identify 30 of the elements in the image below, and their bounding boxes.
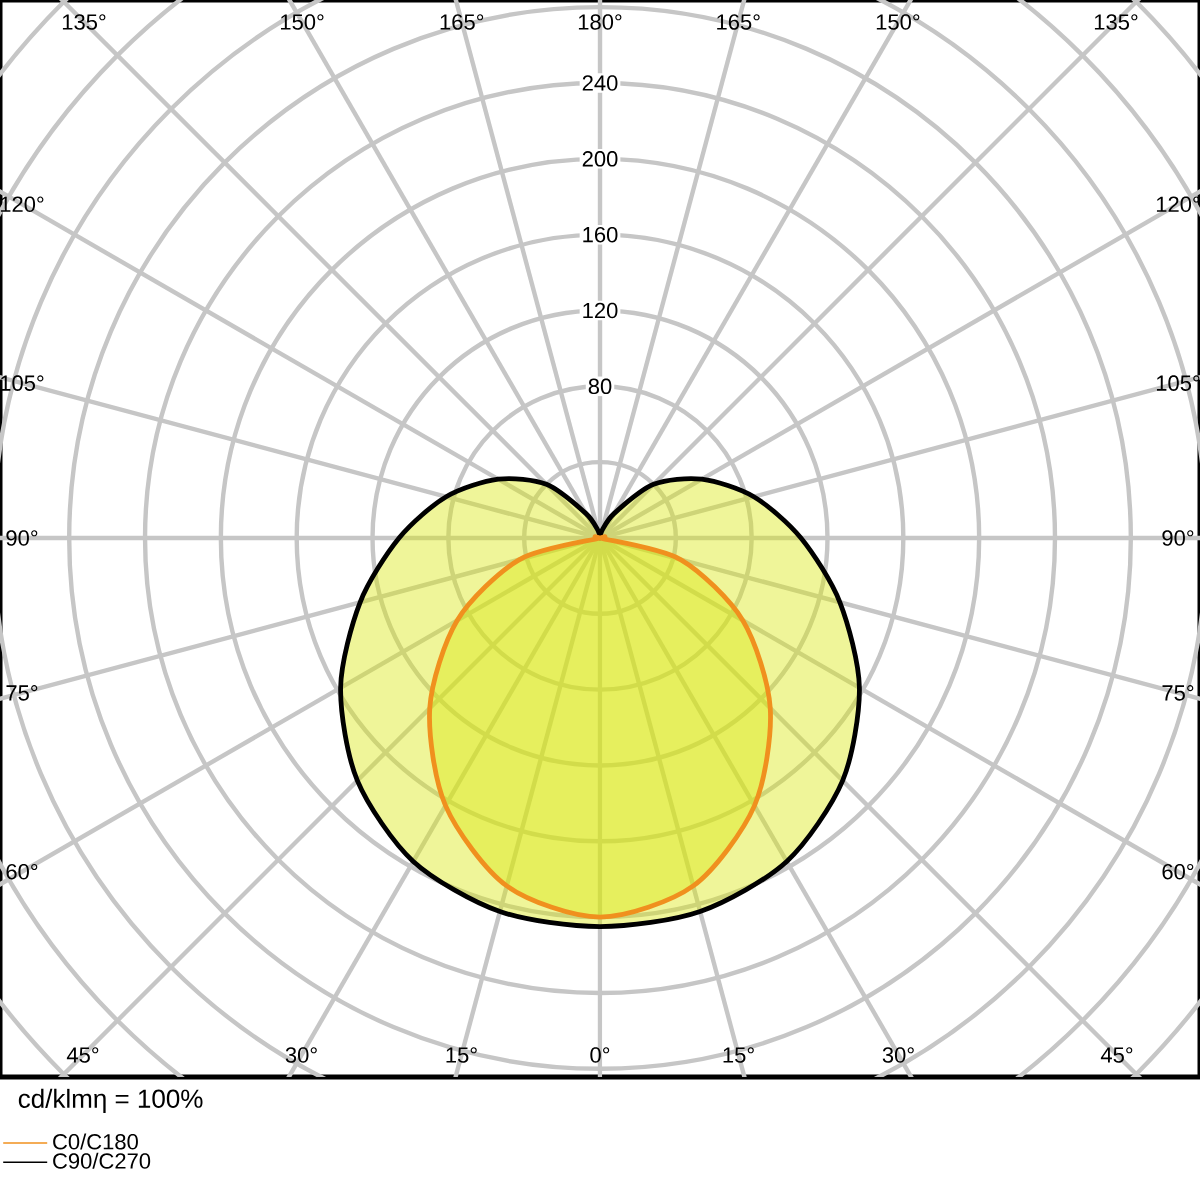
spoke-label: 60° [6, 863, 38, 880]
y-tick-label: 80 [588, 378, 612, 395]
spoke-label: 45° [66, 1047, 99, 1063]
spoke-label: 150° [281, 14, 324, 30]
spoke-label: 165° [717, 14, 760, 30]
y-tick-label: 240 [582, 75, 618, 91]
y-tick-label: 120 [583, 302, 618, 319]
spoke-label: 120° [1156, 196, 1200, 213]
spoke-label: 120° [0, 196, 44, 213]
spoke-label: 75° [6, 685, 38, 701]
text: cd/klmη = 100% [18, 1088, 203, 1114]
spoke-label: 150° [876, 14, 920, 30]
spoke-label: 15° [446, 1047, 477, 1063]
spoke-label: 90° [1162, 530, 1194, 546]
spoke-label: 60° [1162, 863, 1194, 880]
y-tick-label: 160 [583, 226, 618, 243]
spoke-label: 180° [578, 14, 622, 30]
spoke-label: 90° [6, 530, 38, 546]
spoke-label: 165° [440, 14, 484, 30]
spoke-label: 15° [723, 1047, 754, 1063]
spoke-label: 30° [285, 1047, 317, 1063]
legend-label: C90/C270 [53, 1152, 151, 1169]
spoke-label: 75° [1162, 685, 1194, 701]
y-tick-label: 200 [582, 151, 618, 167]
spoke-label: 135° [62, 14, 106, 30]
spoke-label: 135° [1094, 14, 1138, 30]
spoke-label: 30° [882, 1047, 914, 1063]
legend-label: C0/C180 [53, 1133, 138, 1150]
spoke-label: 45° [1100, 1047, 1133, 1063]
spoke-label: 0° [590, 1047, 610, 1063]
